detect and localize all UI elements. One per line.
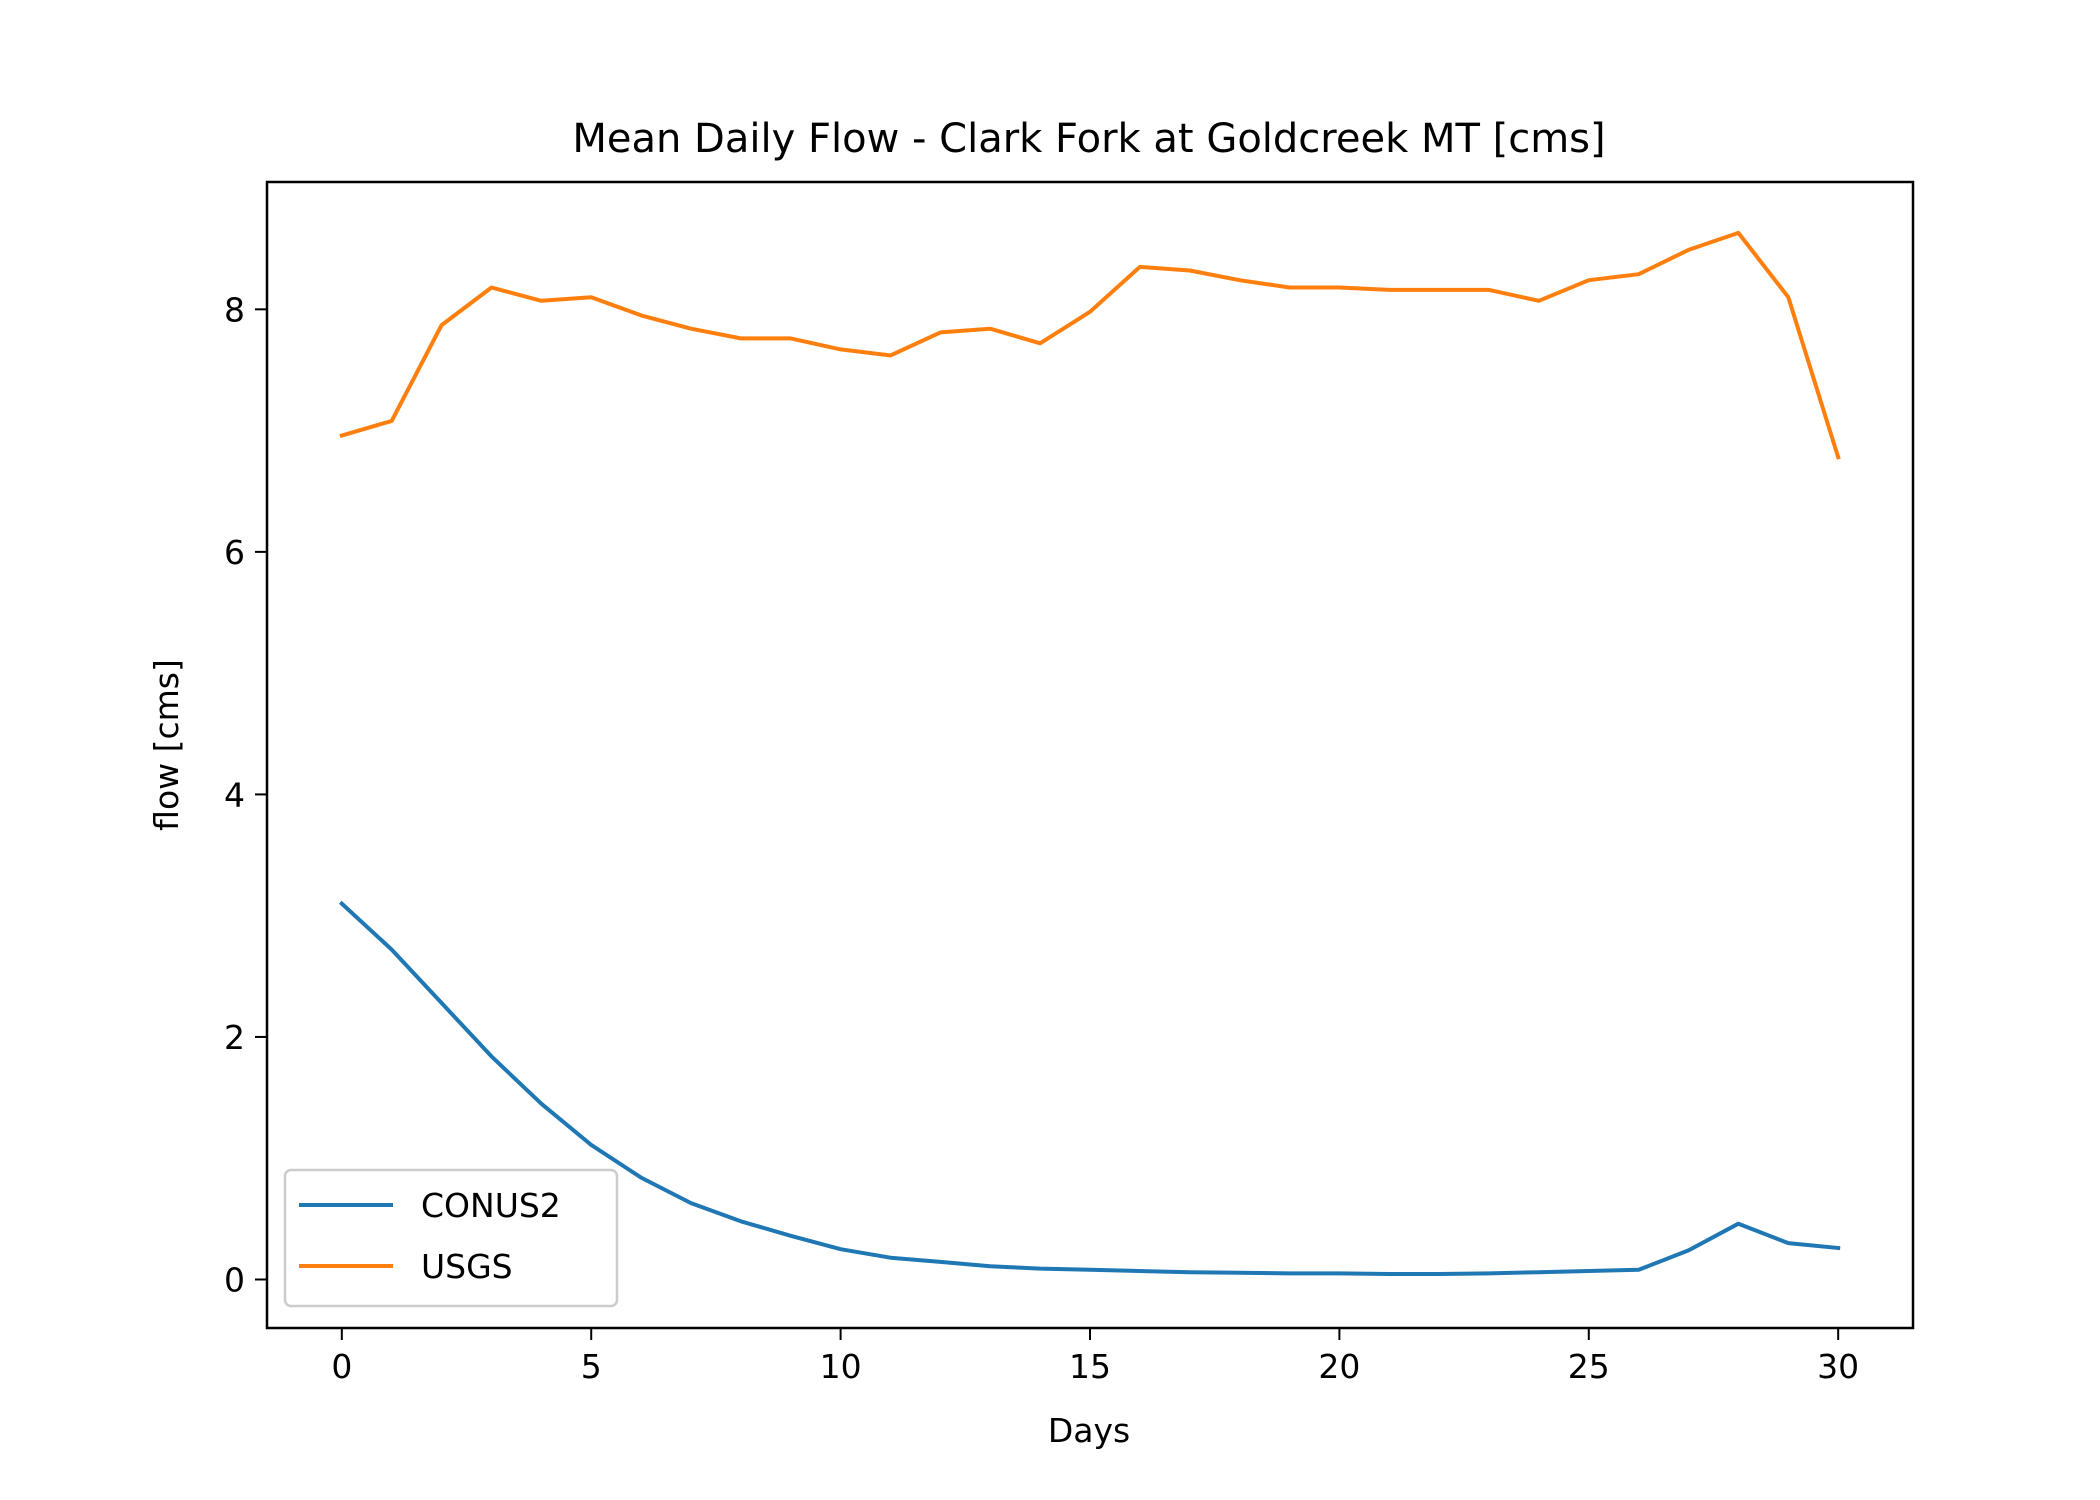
x-tick-label: 0	[331, 1347, 352, 1386]
y-tick-label: 4	[224, 775, 245, 814]
y-axis-label: flow [cms]	[147, 659, 186, 831]
y-tick-label: 2	[224, 1018, 245, 1057]
x-tick-label: 30	[1817, 1347, 1859, 1386]
chart-title: Mean Daily Flow - Clark Fork at Goldcree…	[572, 116, 1605, 162]
legend-label-conus2: CONUS2	[421, 1186, 561, 1225]
x-tick-label: 15	[1069, 1347, 1111, 1386]
x-axis-label: Days	[1048, 1411, 1130, 1450]
y-tick-label: 6	[224, 533, 245, 572]
y-tick-label: 0	[224, 1260, 245, 1299]
x-axis-ticks: 0 5 10 15 20 25 30	[331, 1328, 1859, 1386]
y-tick-label: 8	[224, 290, 245, 329]
x-tick-label: 5	[581, 1347, 602, 1386]
legend-label-usgs: USGS	[421, 1247, 513, 1286]
series-line-conus2	[338, 900, 1841, 1276]
legend: CONUS2 USGS	[283, 1168, 619, 1308]
plot-frame	[265, 180, 1915, 1330]
x-tick-label: 10	[820, 1347, 862, 1386]
x-tick-label: 20	[1318, 1347, 1360, 1386]
series-line-usgs	[339, 230, 1841, 460]
series-lines	[338, 230, 1841, 1276]
x-tick-label: 25	[1568, 1347, 1610, 1386]
y-axis-ticks: 0 2 4 6 8	[224, 290, 267, 1299]
